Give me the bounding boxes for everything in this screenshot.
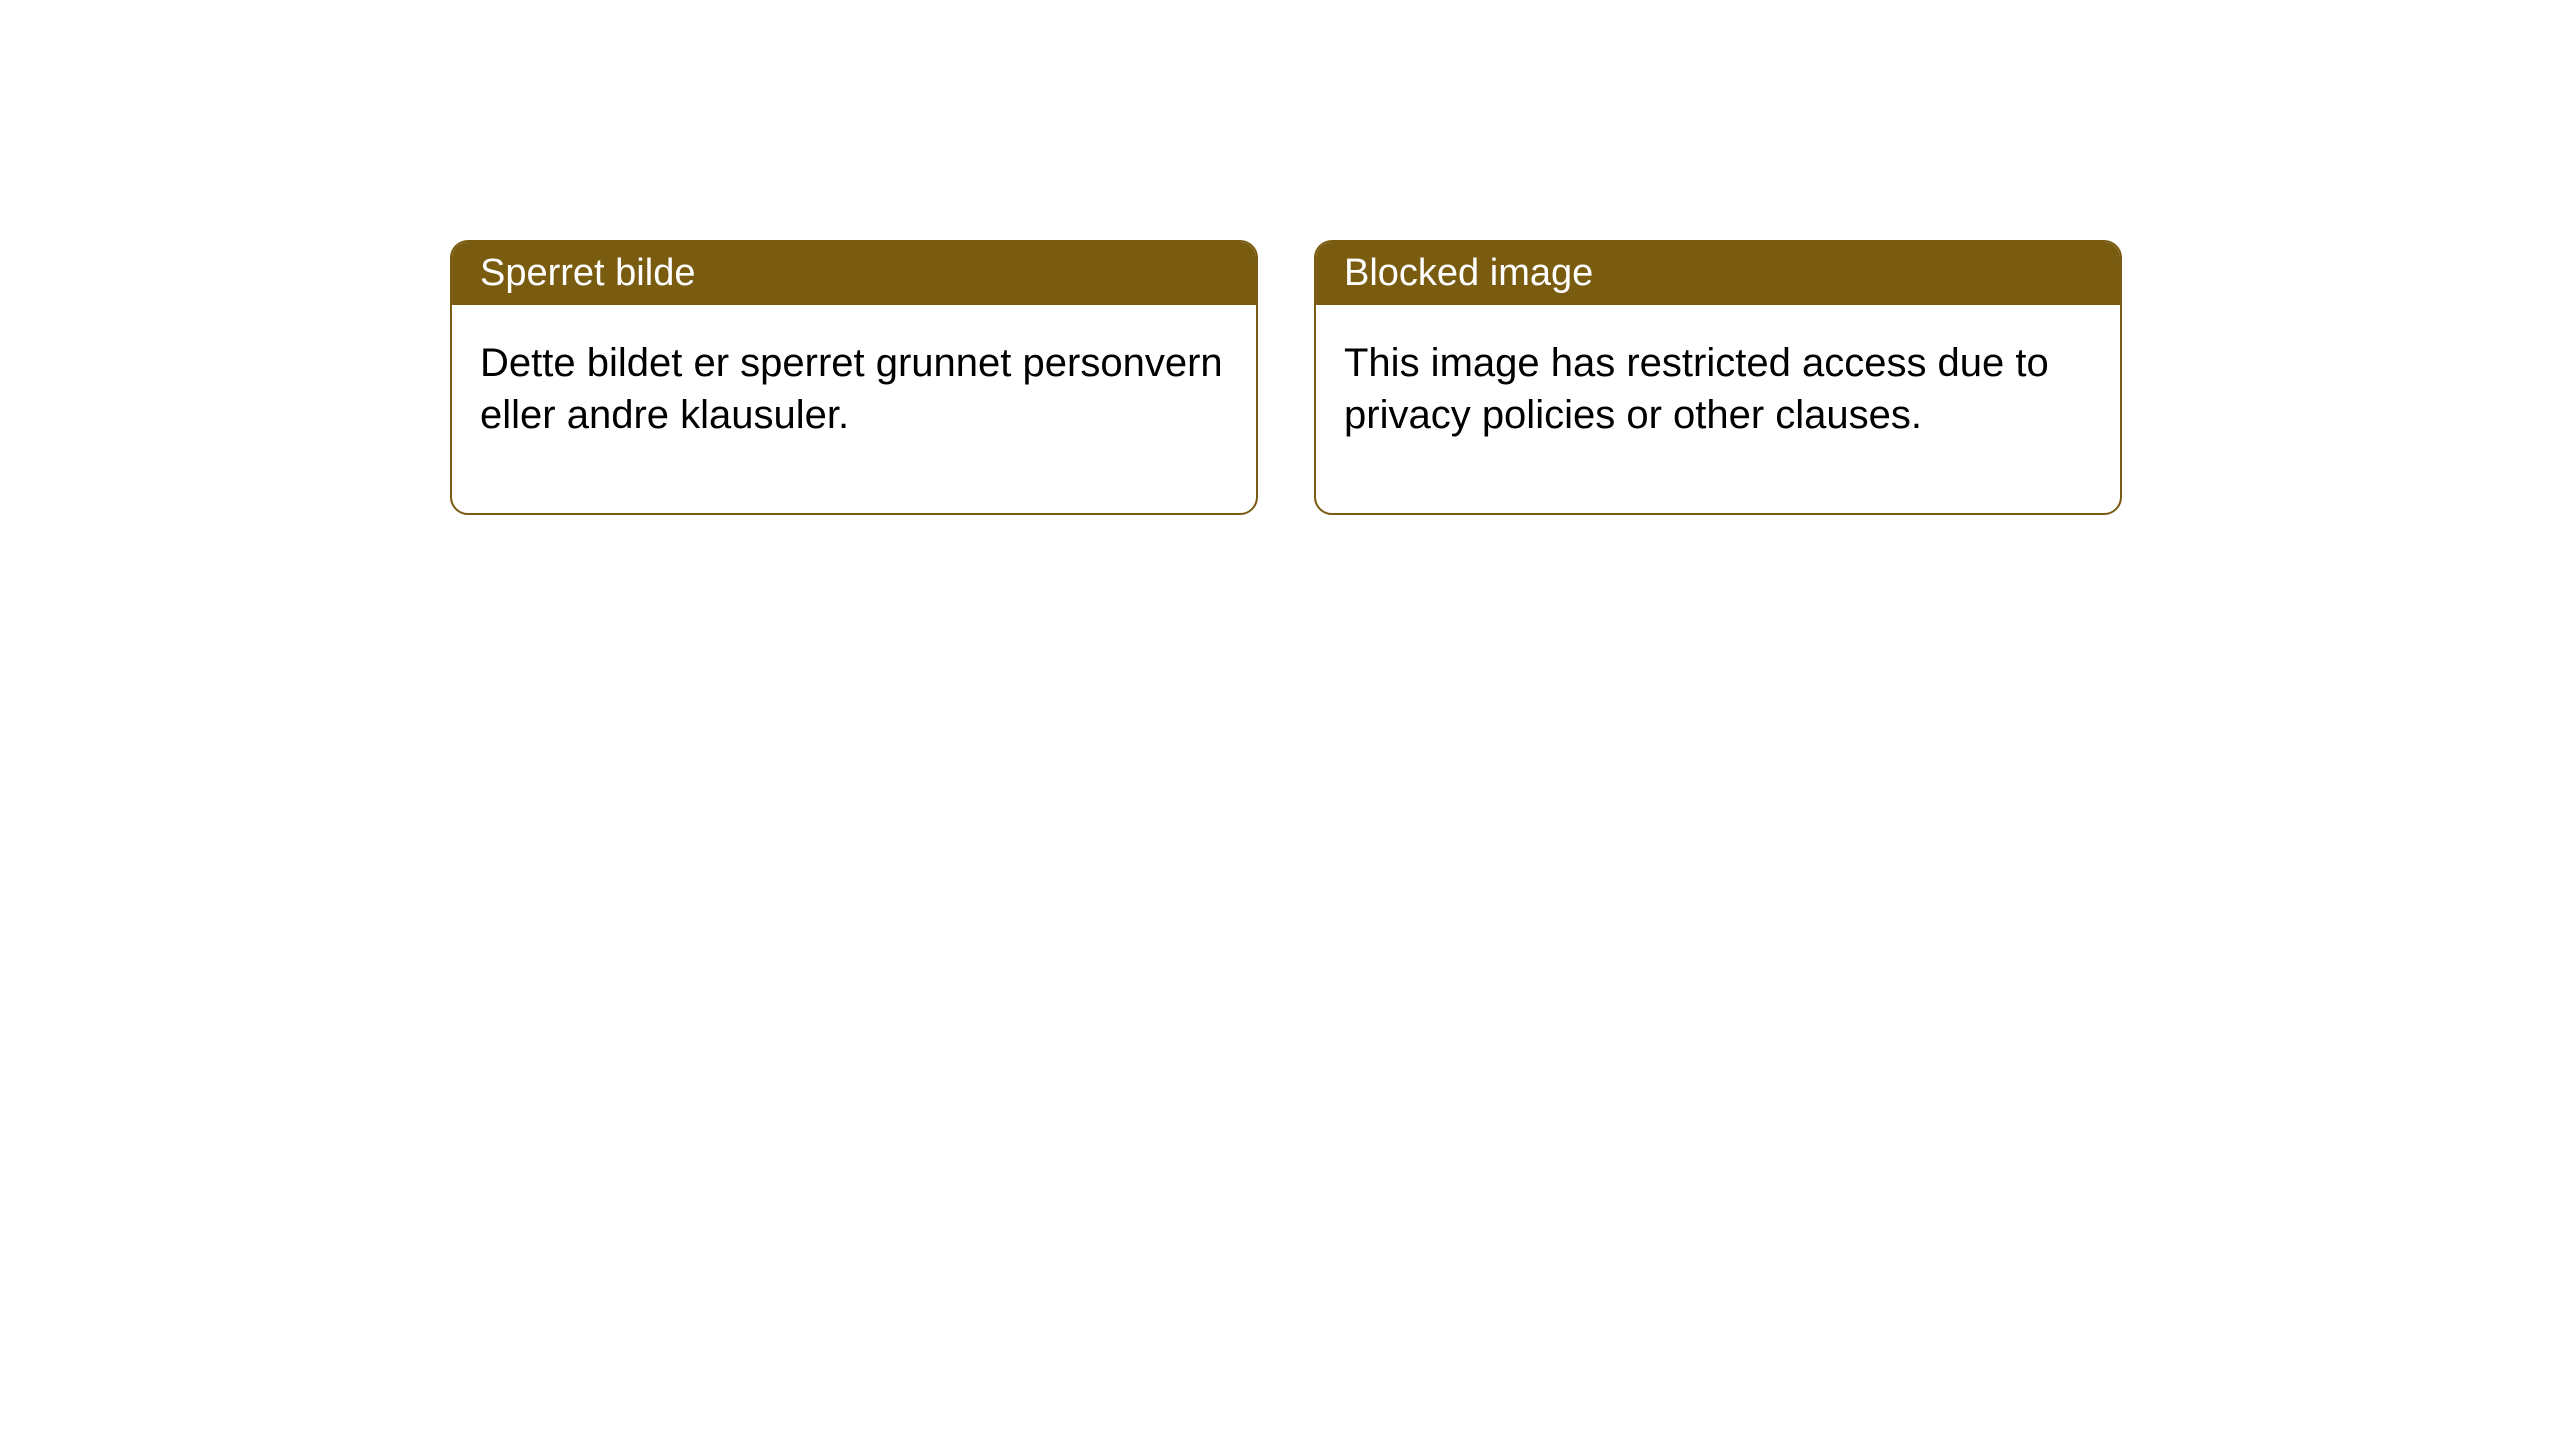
notice-body-en: This image has restricted access due to … — [1316, 305, 2120, 513]
notice-header-en: Blocked image — [1316, 242, 2120, 305]
notice-container: Sperret bilde Dette bildet er sperret gr… — [0, 0, 2560, 515]
notice-card-no: Sperret bilde Dette bildet er sperret gr… — [450, 240, 1258, 515]
notice-card-en: Blocked image This image has restricted … — [1314, 240, 2122, 515]
notice-header-no: Sperret bilde — [452, 242, 1256, 305]
notice-body-no: Dette bildet er sperret grunnet personve… — [452, 305, 1256, 513]
